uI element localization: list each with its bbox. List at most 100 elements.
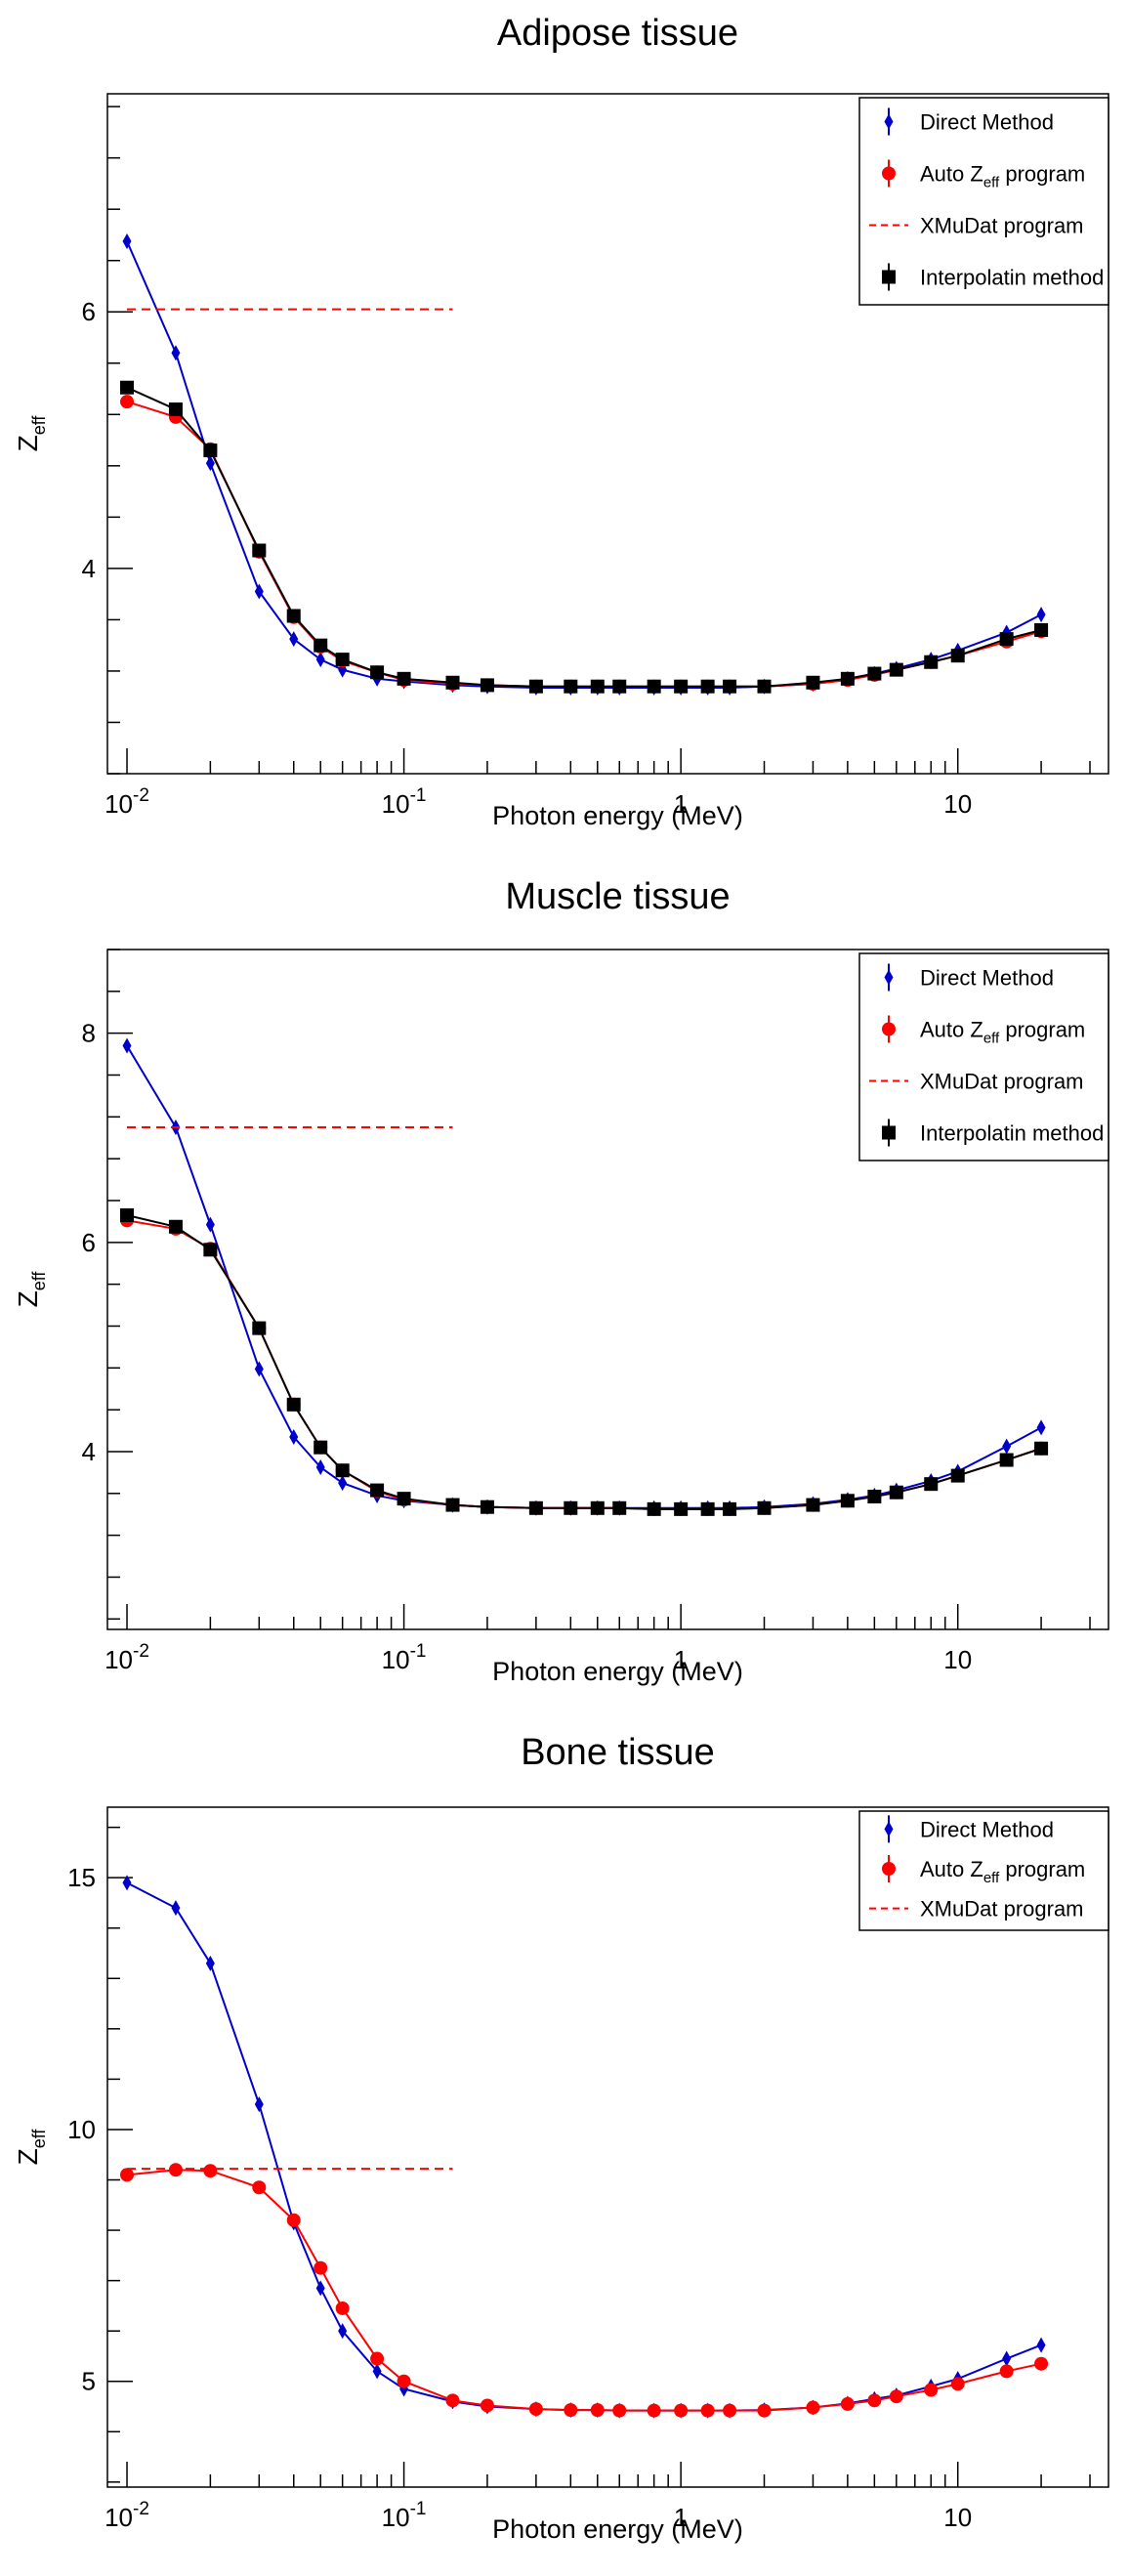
data-point-interp bbox=[480, 1499, 494, 1514]
legend: Direct Method Auto Zeff program XMuDat pro… bbox=[858, 1810, 1109, 1931]
data-point-auto bbox=[120, 395, 135, 409]
data-point-direct bbox=[171, 1900, 181, 1917]
data-point-direct bbox=[315, 652, 325, 668]
data-point-interp bbox=[590, 679, 605, 694]
data-point-interp bbox=[1034, 1441, 1049, 1456]
series-interp bbox=[120, 1207, 1049, 1516]
y-ticks: 4 6 8 bbox=[82, 949, 133, 1621]
chart-1: Muscle tissue 10-2 10-1 1 10 4 6 8 Photon energy… bbox=[13, 876, 1109, 1686]
legend-label-sub: eff bbox=[983, 1031, 1000, 1047]
x-tick-exponent: -1 bbox=[410, 785, 427, 806]
legend-entry-interp: Interpolatin method bbox=[882, 1119, 1104, 1147]
x-tick-label: 10 bbox=[943, 2503, 972, 2532]
legend-label: Auto Zeff program bbox=[920, 1857, 1085, 1886]
legend-entry-direct: Direct Method bbox=[884, 107, 1054, 136]
data-point-auto bbox=[757, 2403, 772, 2418]
legend-entry-auto: Auto Zeff program bbox=[882, 1855, 1085, 1886]
data-point-auto bbox=[612, 2403, 627, 2418]
legend-swatch-marker bbox=[884, 113, 894, 130]
x-tick-label: 10 bbox=[943, 1645, 972, 1674]
data-point-auto bbox=[203, 2164, 218, 2178]
data-point-auto bbox=[806, 2400, 820, 2415]
data-point-interp bbox=[867, 666, 882, 681]
legend-label-after: program bbox=[999, 1857, 1085, 1881]
data-point-interp bbox=[723, 679, 737, 694]
data-point-auto bbox=[168, 2163, 183, 2177]
y-axis-label: Zeff bbox=[13, 1271, 49, 1308]
plot-frame bbox=[106, 949, 1109, 1630]
legend-entry-interp: Interpolatin method bbox=[882, 263, 1104, 291]
data-point-interp bbox=[924, 655, 939, 669]
data-point-interp bbox=[203, 443, 218, 458]
data-point-auto bbox=[924, 2383, 939, 2397]
x-tick-exponent: -2 bbox=[133, 785, 149, 806]
x-tick-exponent: -1 bbox=[410, 2499, 427, 2519]
data-point-auto bbox=[867, 2393, 882, 2408]
data-point-interp bbox=[612, 679, 627, 694]
legend-label: XMuDat program bbox=[920, 1897, 1084, 1921]
data-point-auto bbox=[252, 2180, 267, 2195]
legend-label: Direct Method bbox=[920, 1817, 1054, 1841]
data-point-interp bbox=[564, 1500, 578, 1515]
data-point-interp bbox=[203, 1243, 218, 1257]
data-point-interp bbox=[999, 632, 1014, 647]
data-point-auto bbox=[314, 2260, 328, 2275]
data-point-direct bbox=[122, 233, 132, 250]
y-tick-label: 6 bbox=[82, 297, 96, 326]
legend-label-sub: eff bbox=[983, 1870, 1000, 1886]
data-point-direct bbox=[1002, 1438, 1012, 1455]
data-point-auto bbox=[700, 2403, 715, 2418]
legend-swatch-marker bbox=[882, 1862, 896, 1876]
series-direct bbox=[122, 1875, 1046, 2419]
legend-label-after: program bbox=[999, 162, 1085, 187]
data-point-interp bbox=[370, 1483, 385, 1498]
x-tick-label: 10-2 bbox=[105, 2499, 149, 2532]
data-point-interp bbox=[700, 1501, 715, 1516]
data-point-direct bbox=[205, 1955, 215, 1971]
data-point-direct bbox=[122, 1875, 132, 1891]
data-point-interp bbox=[840, 1494, 855, 1508]
legend-box bbox=[858, 1810, 1109, 1931]
y-axis-label-sub: eff bbox=[29, 1271, 49, 1291]
legend-entry-direct: Direct Method bbox=[884, 963, 1054, 992]
data-point-interp bbox=[950, 649, 965, 663]
legend-label-sub: eff bbox=[983, 175, 1000, 191]
series-line-interp bbox=[126, 1214, 1042, 1510]
data-point-auto bbox=[950, 2377, 965, 2391]
data-point-interp bbox=[612, 1500, 627, 1515]
data-point-interp bbox=[528, 1500, 543, 1515]
data-point-interp bbox=[445, 675, 460, 690]
data-point-interp bbox=[480, 678, 494, 693]
series-line-interp bbox=[126, 386, 1042, 688]
data-point-auto bbox=[397, 2374, 411, 2388]
data-point-direct bbox=[205, 1216, 215, 1233]
data-point-interp bbox=[314, 638, 328, 653]
data-point-auto bbox=[590, 2403, 605, 2418]
x-tick-label: 10-2 bbox=[105, 1641, 149, 1674]
data-point-direct bbox=[1002, 2350, 1012, 2367]
data-point-interp bbox=[806, 675, 820, 690]
data-point-direct bbox=[315, 1459, 325, 1476]
legend-entry-xmudat: XMuDat program bbox=[869, 1070, 1084, 1094]
data-point-direct bbox=[1036, 2337, 1046, 2353]
data-point-auto bbox=[674, 2403, 689, 2418]
data-point-auto bbox=[335, 2301, 350, 2315]
data-point-direct bbox=[254, 583, 264, 600]
data-point-interp bbox=[397, 1492, 411, 1506]
y-tick-label: 5 bbox=[82, 2367, 96, 2396]
data-point-direct bbox=[315, 2280, 325, 2297]
x-tick-label: 10 bbox=[943, 789, 972, 819]
chart-title: Adipose tissue bbox=[497, 13, 738, 54]
data-point-auto bbox=[840, 2396, 855, 2411]
y-tick-label: 15 bbox=[67, 1863, 96, 1892]
data-point-interp bbox=[168, 402, 183, 417]
y-ticks: 5 10 15 bbox=[67, 1826, 133, 2483]
legend-entry-xmudat: XMuDat program bbox=[869, 214, 1084, 238]
data-point-auto bbox=[723, 2403, 737, 2418]
x-axis-label: Photon energy (MeV) bbox=[492, 1657, 743, 1686]
legend-label: Interpolatin method bbox=[920, 266, 1104, 290]
legend-swatch-marker bbox=[882, 1022, 896, 1036]
series-line-auto bbox=[126, 1219, 1042, 1510]
